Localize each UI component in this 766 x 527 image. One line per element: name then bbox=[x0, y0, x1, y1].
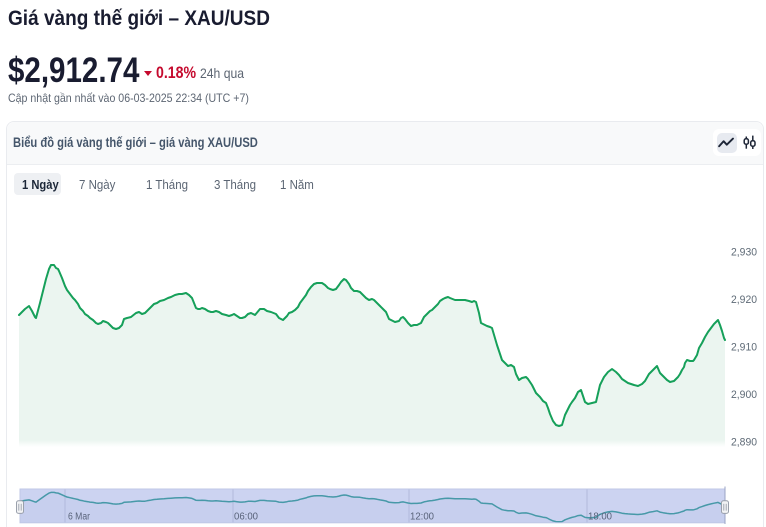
svg-text:18:00: 18:00 bbox=[588, 512, 612, 523]
svg-text:2,910: 2,910 bbox=[731, 342, 757, 354]
svg-text:2,890: 2,890 bbox=[731, 437, 757, 449]
svg-text:2,900: 2,900 bbox=[731, 389, 757, 401]
svg-text:6 Mar: 6 Mar bbox=[68, 512, 91, 523]
svg-text:2,920: 2,920 bbox=[731, 294, 757, 306]
svg-text:2,930: 2,930 bbox=[731, 247, 757, 259]
svg-text:06:00: 06:00 bbox=[234, 512, 258, 523]
svg-text:12:00: 12:00 bbox=[410, 512, 434, 523]
